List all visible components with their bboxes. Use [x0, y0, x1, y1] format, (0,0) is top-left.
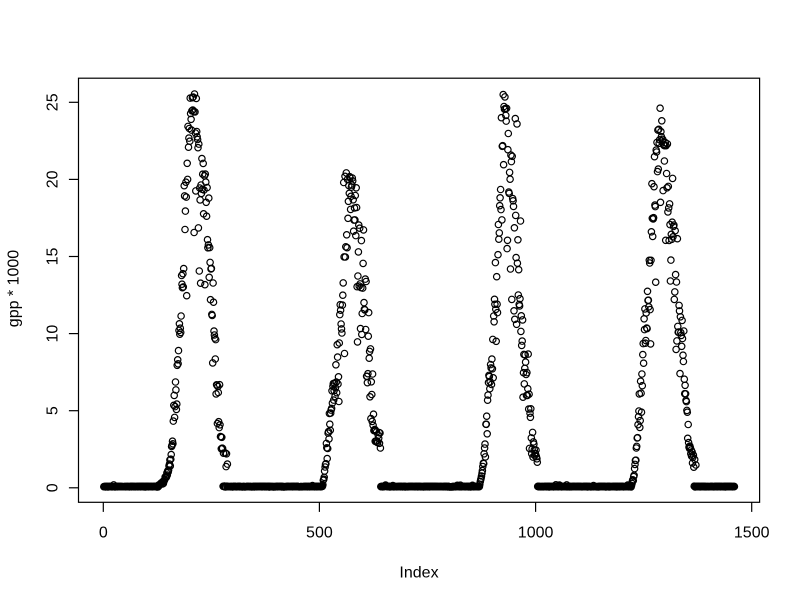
svg-text:1500: 1500: [734, 525, 770, 542]
svg-text:20: 20: [45, 170, 62, 188]
svg-text:1000: 1000: [518, 525, 554, 542]
svg-text:500: 500: [306, 525, 333, 542]
svg-text:0: 0: [45, 483, 62, 492]
svg-text:0: 0: [99, 525, 108, 542]
svg-text:25: 25: [45, 93, 62, 111]
svg-text:10: 10: [45, 325, 62, 343]
svg-text:Index: Index: [399, 564, 438, 581]
svg-text:5: 5: [45, 406, 62, 415]
svg-text:gpp * 1000: gpp * 1000: [6, 250, 23, 328]
svg-text:15: 15: [45, 248, 62, 266]
